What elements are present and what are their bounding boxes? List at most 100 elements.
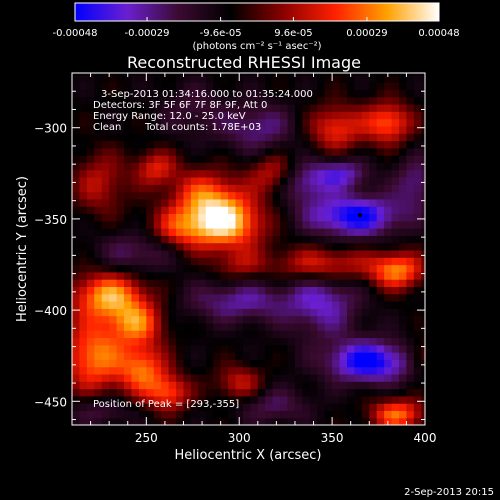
heatmap-cell xyxy=(86,235,95,244)
heatmap-cell xyxy=(124,184,133,193)
heatmap-cell xyxy=(391,286,400,295)
heatmap-cell xyxy=(138,82,147,91)
heatmap-cell xyxy=(94,242,103,251)
heatmap-cell xyxy=(384,359,393,368)
heatmap-cell xyxy=(94,300,103,309)
heatmap-cell xyxy=(198,359,207,368)
heatmap-cell xyxy=(272,206,281,215)
heatmap-cell xyxy=(391,184,400,193)
heatmap-cell xyxy=(309,257,318,266)
heatmap-cell xyxy=(228,213,237,222)
heatmap-cell xyxy=(228,147,237,156)
heatmap-cell xyxy=(168,286,177,295)
heatmap-cell xyxy=(391,388,400,397)
heatmap-cell xyxy=(376,308,385,317)
heatmap-cell xyxy=(190,206,199,215)
heatmap-cell xyxy=(272,300,281,309)
heatmap-cell xyxy=(176,300,185,309)
heatmap-cell xyxy=(101,111,110,120)
heatmap-cell xyxy=(220,417,229,425)
heatmap-cell xyxy=(280,162,289,171)
heatmap-cell xyxy=(109,125,118,134)
heatmap-cell xyxy=(109,286,118,295)
heatmap-cell xyxy=(72,74,81,83)
heatmap-cell xyxy=(138,322,147,331)
heatmap-cell xyxy=(183,169,192,178)
heatmap-cell xyxy=(109,147,118,156)
heatmap-cell xyxy=(257,410,266,419)
heatmap-cell xyxy=(294,104,303,112)
heatmap-cell xyxy=(146,125,155,134)
heatmap-cell xyxy=(101,279,110,287)
heatmap-cell xyxy=(228,322,237,331)
heatmap-cell xyxy=(153,82,162,91)
heatmap-cell xyxy=(176,417,185,425)
heatmap-cell xyxy=(398,96,408,105)
heatmap-cell xyxy=(242,417,251,425)
heatmap-cell xyxy=(265,125,274,134)
heatmap-cell xyxy=(205,169,214,178)
heatmap-cell xyxy=(369,82,378,91)
heatmap-cell xyxy=(309,184,318,193)
heatmap-cell xyxy=(302,381,311,390)
heatmap-cell xyxy=(131,381,140,390)
heatmap-cell xyxy=(346,359,355,368)
heatmap-cell xyxy=(398,147,408,156)
heatmap-cell xyxy=(384,206,393,215)
heatmap-cell xyxy=(265,235,274,244)
heatmap-cell xyxy=(346,366,355,375)
heatmap-cell xyxy=(324,293,333,302)
heatmap-cell xyxy=(398,155,408,163)
heatmap-cell xyxy=(309,96,318,105)
heatmap-cell xyxy=(161,82,170,91)
heatmap-cell xyxy=(421,279,425,287)
heatmap-cell xyxy=(406,264,415,273)
heatmap-cell xyxy=(384,330,393,339)
heatmap-cell xyxy=(242,82,251,91)
heatmap-cell xyxy=(138,89,147,98)
heatmap-cell xyxy=(287,286,296,295)
heatmap-cell xyxy=(109,191,118,200)
heatmap-cell xyxy=(272,220,281,229)
heatmap-cell xyxy=(176,293,185,302)
heatmap-cell xyxy=(109,388,118,397)
heatmap-cell xyxy=(198,300,207,309)
heatmap-cell xyxy=(235,315,244,324)
heatmap-cell xyxy=(109,293,118,302)
heatmap-cell xyxy=(116,293,125,302)
heatmap-cell xyxy=(369,198,378,207)
heatmap-cell xyxy=(406,89,415,98)
heatmap-cell xyxy=(272,344,281,353)
heatmap-cell xyxy=(72,344,81,353)
heatmap-cell xyxy=(272,322,281,331)
heatmap-cell xyxy=(346,191,355,200)
heatmap-cell xyxy=(190,104,199,112)
heatmap-cell xyxy=(250,220,259,229)
heatmap-cell xyxy=(406,293,415,302)
heatmap-cell xyxy=(228,249,237,258)
heatmap-cell xyxy=(309,249,318,258)
heatmap-cell xyxy=(376,220,385,229)
heatmap-cell xyxy=(384,96,393,105)
heatmap-cell xyxy=(384,176,393,185)
heatmap-cell xyxy=(109,228,118,236)
heatmap-cell xyxy=(198,198,207,207)
heatmap-cell xyxy=(317,388,326,397)
heatmap-cell xyxy=(332,388,341,397)
heatmap-cell xyxy=(228,228,237,236)
heatmap-cell xyxy=(205,89,214,98)
heatmap-cell xyxy=(213,315,222,324)
heatmap-cell xyxy=(339,162,348,171)
heatmap-cell xyxy=(235,213,244,222)
colorbar-ticks: -0.00048 -0.00029 -9.6e-05 9.6e-05 0.00029 0.… xyxy=(53,17,460,39)
heatmap-cell xyxy=(361,191,370,200)
heatmap-cell xyxy=(213,322,222,331)
heatmap-cell xyxy=(228,381,237,390)
heatmap-cell xyxy=(242,235,251,244)
heatmap-cell xyxy=(324,198,333,207)
heatmap-cell xyxy=(339,381,348,390)
heatmap-cell xyxy=(361,249,370,258)
heatmap-cell xyxy=(287,373,296,382)
heatmap-cell xyxy=(235,82,244,91)
heatmap-cell xyxy=(161,228,170,236)
